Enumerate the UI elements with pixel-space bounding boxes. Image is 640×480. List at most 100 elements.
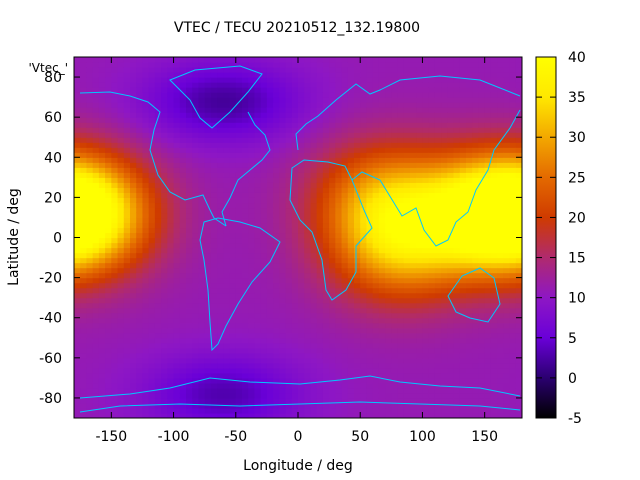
heatmap-cell xyxy=(316,402,324,409)
heatmap-cell xyxy=(192,157,200,163)
heatmap-cell xyxy=(130,387,137,394)
heatmap-cell xyxy=(391,297,399,304)
heatmap-cell xyxy=(74,352,81,359)
heatmap-cell xyxy=(310,162,318,168)
heatmap-cell xyxy=(235,412,243,418)
heatmap-cell xyxy=(111,387,119,394)
heatmap-cell xyxy=(223,392,231,399)
heatmap-cell xyxy=(304,237,312,244)
heatmap-cell xyxy=(154,57,162,63)
heatmap-cell xyxy=(335,227,343,234)
heatmap-cell xyxy=(167,182,175,188)
heatmap-cell xyxy=(248,252,256,259)
heatmap-cell xyxy=(111,222,119,229)
heatmap-cell xyxy=(416,92,424,98)
heatmap-cell xyxy=(341,412,349,418)
heatmap-cell xyxy=(310,307,318,314)
heatmap-cell xyxy=(105,382,112,389)
heatmap-cell xyxy=(273,97,280,103)
heatmap-cell xyxy=(273,302,280,309)
heatmap-cell xyxy=(335,367,343,374)
heatmap-cell xyxy=(341,277,349,284)
heatmap-cell xyxy=(441,162,448,168)
heatmap-cell xyxy=(161,282,168,289)
heatmap-cell xyxy=(167,217,175,224)
heatmap-cell xyxy=(242,172,249,178)
heatmap-cell xyxy=(111,182,119,188)
heatmap-cell xyxy=(441,342,448,349)
heatmap-cell xyxy=(329,297,336,304)
heatmap-cell xyxy=(266,282,274,289)
heatmap-cell xyxy=(161,207,168,214)
heatmap-cell xyxy=(192,292,200,299)
heatmap-cell xyxy=(279,252,287,259)
heatmap-cell xyxy=(161,107,168,113)
heatmap-cell xyxy=(266,342,274,349)
heatmap-cell xyxy=(385,97,392,103)
heatmap-cell xyxy=(385,92,392,98)
heatmap-cell xyxy=(484,77,492,83)
heatmap-cell xyxy=(74,267,81,274)
heatmap-cell xyxy=(235,347,243,354)
heatmap-cell xyxy=(459,307,467,314)
heatmap-cell xyxy=(161,137,168,143)
heatmap-cell xyxy=(148,262,156,269)
heatmap-cell xyxy=(372,197,380,204)
heatmap-cell xyxy=(310,147,318,153)
heatmap-cell xyxy=(123,67,131,73)
heatmap-cell xyxy=(123,392,131,399)
heatmap-cell xyxy=(285,217,293,224)
heatmap-cell xyxy=(447,152,455,158)
heatmap-cell xyxy=(229,122,237,128)
heatmap-cell xyxy=(217,362,224,369)
heatmap-cell xyxy=(111,62,119,68)
heatmap-cell xyxy=(466,257,473,264)
heatmap-cell xyxy=(304,167,312,173)
heatmap-cell xyxy=(484,402,492,409)
heatmap-cell xyxy=(459,242,467,249)
heatmap-cell xyxy=(466,412,473,418)
heatmap-cell xyxy=(329,142,336,148)
heatmap-cell xyxy=(242,72,249,78)
heatmap-cell xyxy=(441,227,448,234)
heatmap-cell xyxy=(235,357,243,364)
heatmap-cell xyxy=(98,197,106,204)
heatmap-cell xyxy=(360,217,368,224)
heatmap-cell xyxy=(316,277,324,284)
heatmap-cell xyxy=(410,327,417,334)
heatmap-cell xyxy=(484,112,492,118)
heatmap-cell xyxy=(117,297,125,304)
heatmap-cell xyxy=(148,77,156,83)
heatmap-cell xyxy=(316,362,324,369)
heatmap-cell xyxy=(260,147,268,153)
heatmap-cell xyxy=(210,117,218,123)
heatmap-cell xyxy=(360,312,368,319)
heatmap-cell xyxy=(490,237,498,244)
heatmap-cell xyxy=(173,117,181,123)
heatmap-cell xyxy=(161,57,168,63)
heatmap-cell xyxy=(235,117,243,123)
heatmap-cell xyxy=(335,322,343,329)
heatmap-cell xyxy=(130,307,137,314)
heatmap-cell xyxy=(391,157,399,163)
heatmap-cell xyxy=(434,262,442,269)
heatmap-cell xyxy=(192,402,200,409)
heatmap-cell xyxy=(341,362,349,369)
heatmap-cell xyxy=(310,137,318,143)
heatmap-cell xyxy=(416,382,424,389)
heatmap-cell xyxy=(310,167,318,173)
heatmap-cell xyxy=(117,357,125,364)
heatmap-cell xyxy=(111,77,119,83)
heatmap-cell xyxy=(434,87,442,93)
heatmap-cell xyxy=(354,332,361,339)
heatmap-cell xyxy=(385,117,392,123)
heatmap-cell xyxy=(266,407,274,414)
heatmap-cell xyxy=(105,267,112,274)
heatmap-cell xyxy=(322,392,330,399)
heatmap-cell xyxy=(136,252,144,259)
heatmap-cell xyxy=(161,357,168,364)
heatmap-cell xyxy=(198,287,206,294)
heatmap-cell xyxy=(123,352,131,359)
heatmap-cell xyxy=(248,182,256,188)
heatmap-cell xyxy=(223,107,231,113)
